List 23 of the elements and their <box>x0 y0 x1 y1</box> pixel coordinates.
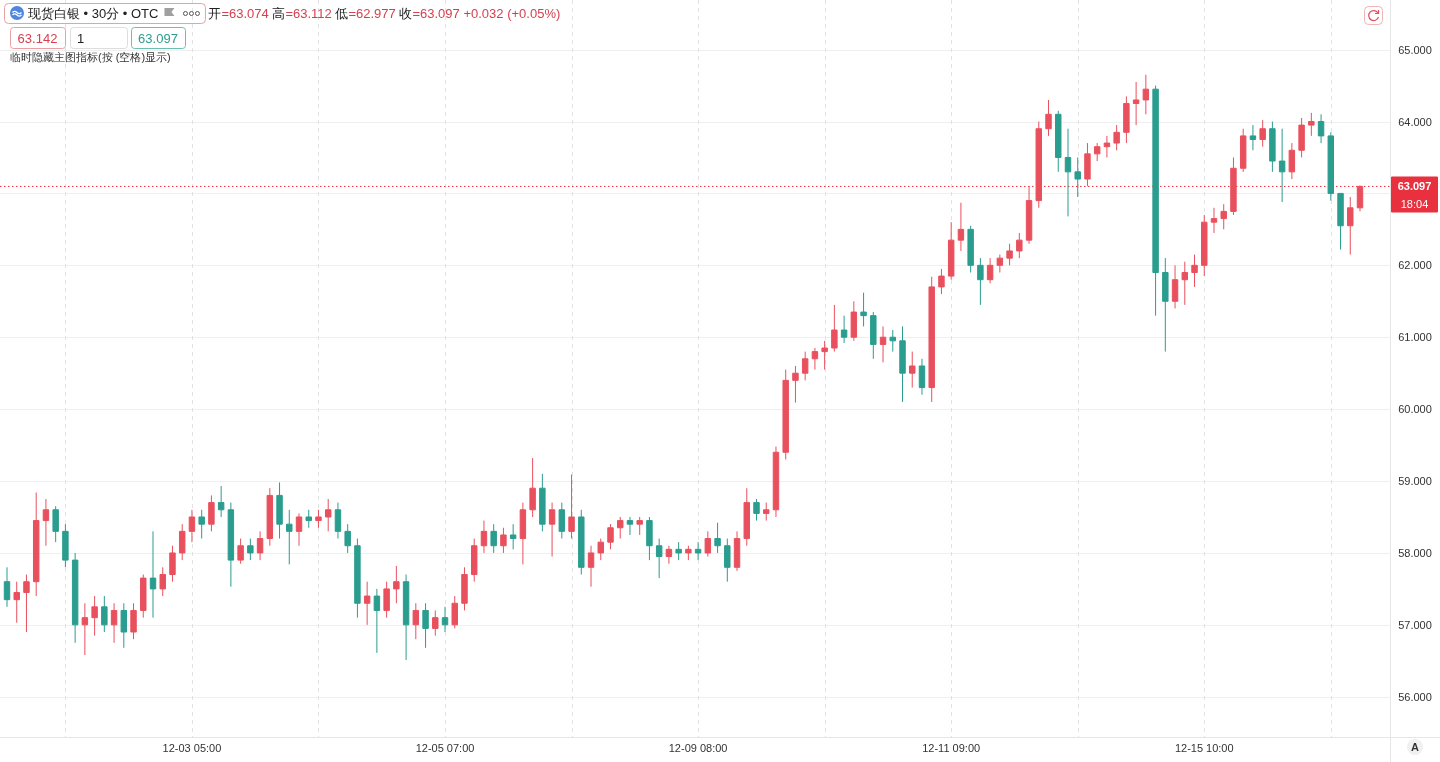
x-tick-label: 12-03 05:00 <box>162 742 222 754</box>
annotation: 临时隐藏主图指标(按 (空格)显示) <box>10 51 171 63</box>
x-tick-label: 12-15 10:00 <box>1174 742 1234 754</box>
annotation: 63.097 <box>138 31 178 46</box>
x-tick-label: 12-05 07:00 <box>415 742 475 754</box>
annotation: 63.142 <box>17 31 58 46</box>
button: A <box>1407 739 1423 755</box>
y-tick-label: 60.000 <box>1398 403 1432 416</box>
x-tick-label: 12-11 09:00 <box>922 742 981 754</box>
x-tick-label: 12-09 08:00 <box>668 742 728 754</box>
annotation: 1 <box>77 31 85 46</box>
y-tick-label: 64.000 <box>1398 115 1432 128</box>
ref-line-label: 63.097 <box>1397 180 1432 193</box>
y-tick-label: 57.000 <box>1398 618 1432 631</box>
y-tick-label: 59.000 <box>1398 475 1432 488</box>
chart-title: 现货白银 • 30分 • OTC <box>28 6 159 21</box>
y-tick-label: 58.000 <box>1398 546 1432 559</box>
y-tick-label: 61.000 <box>1398 331 1432 344</box>
y-tick-label: 62.000 <box>1398 259 1432 272</box>
y-tick-label: 65.000 <box>1398 43 1432 56</box>
text: 18:04 <box>1400 198 1429 211</box>
y-tick-label: 56.000 <box>1398 690 1432 703</box>
header: 现货白银 • 30分 • OTC 开=63.074 高=63.112 低=62.977 收=63.097 +0.032 (+0.05%) <box>4 3 561 24</box>
